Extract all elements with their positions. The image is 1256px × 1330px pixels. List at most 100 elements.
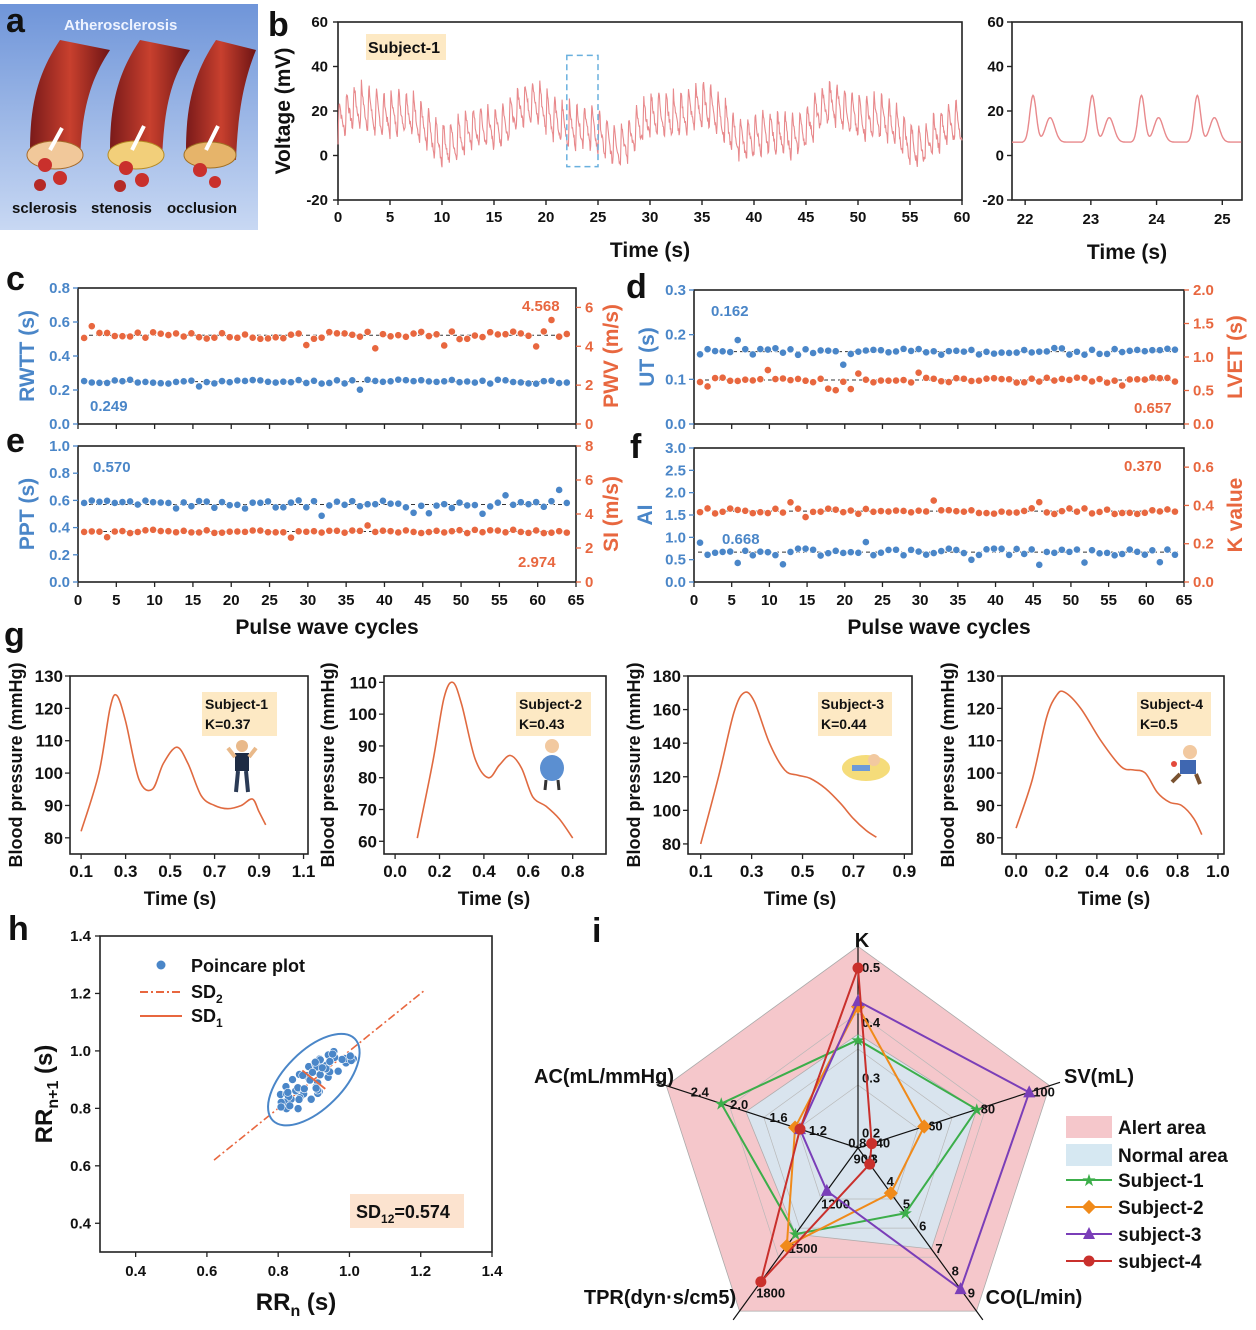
plot-frame <box>99 935 493 1253</box>
zoom-signal-line <box>1012 94 1242 143</box>
x-tick-label: 0.9 <box>893 862 917 881</box>
chart-d: UT (s) LVET (s) 0.0 0.1 0.2 0.3 0.0 0.5 1.0 1.5… <box>636 282 1247 433</box>
data-point-rwtt <box>80 377 89 385</box>
radar-marker-star: ★ <box>898 1204 913 1223</box>
data-point-rwtt <box>470 378 479 387</box>
data-point-ai <box>922 550 931 559</box>
data-point-k-value <box>959 507 968 516</box>
x-tick-label: 50 <box>1063 592 1080 609</box>
subject-label-box <box>818 692 892 736</box>
chart-f: AI K value Pulse wave cycles 0 5 10 15 20 25 3… <box>634 440 1247 639</box>
data-point-ppt <box>241 504 249 513</box>
data-point-lvet <box>839 377 848 386</box>
legend-marker-diamond <box>1081 1199 1097 1215</box>
y-tick-label-left: 0.5 <box>665 552 686 569</box>
legend-label-sd1: SD1 <box>191 1006 223 1030</box>
data-point-ai <box>763 548 772 557</box>
data-point-pwv <box>156 329 165 338</box>
data-point-k-value <box>1035 498 1044 507</box>
data-point-rwtt <box>440 377 449 386</box>
data-point-si <box>264 528 272 537</box>
radar-series-line <box>759 967 873 1283</box>
data-point-lvet <box>959 374 968 383</box>
panel-letter-g: g <box>4 616 25 654</box>
data-point-pwv <box>509 327 518 336</box>
data-point-ppt <box>333 497 341 506</box>
y-axis-label: Blood pressure (mmHg) <box>624 662 644 867</box>
data-point-rwtt <box>187 376 196 385</box>
x-tick-label: 35 <box>694 209 711 226</box>
data-point-ut <box>944 347 953 356</box>
data-point-lvet <box>975 376 983 385</box>
x-tick-label: 60 <box>954 209 971 226</box>
x-tick-label: 0.8 <box>1166 862 1190 881</box>
x-tick-label: 50 <box>850 209 867 226</box>
legend-marker-triangle <box>1083 1227 1095 1239</box>
data-point-ai <box>733 559 742 567</box>
sd12-annotation: SD12=0.574 <box>356 1202 450 1226</box>
data-point-k-value <box>1020 507 1029 515</box>
x-tick-label: 0.5 <box>158 862 182 881</box>
data-point-ai <box>1103 548 1112 557</box>
diabetic-person-icon <box>1170 745 1202 785</box>
data-point-ppt <box>440 500 449 509</box>
data-point-si <box>440 528 449 537</box>
panel-a: Atherosclerosis sclerosis stenosis occlu… <box>0 2 258 230</box>
data-point-lvet <box>944 378 953 386</box>
data-point-ai <box>779 560 787 569</box>
data-point-ppt <box>478 509 487 518</box>
panel-letter-f: f <box>630 428 642 466</box>
data-point-rwtt <box>133 378 142 387</box>
radar-tick-label: 7 <box>935 1241 942 1256</box>
data-point-ppt <box>133 500 142 509</box>
value-label-rwtt: 0.249 <box>90 398 128 415</box>
data-point-k-value <box>907 508 916 517</box>
y-tick-label-right: 4 <box>585 506 594 523</box>
data-point-rwtt <box>141 377 150 386</box>
data-point-rwtt <box>562 378 571 387</box>
data-point-lvet <box>726 376 735 385</box>
plot-frame <box>687 675 913 855</box>
data-point-pwv <box>539 327 548 336</box>
data-point-rwtt <box>225 378 234 387</box>
plot-frame <box>1011 21 1243 201</box>
data-point-pwv <box>409 329 418 338</box>
data-point-si <box>149 525 157 534</box>
radar-tick-label: 1.6 <box>770 1110 788 1125</box>
y-tick-label-left: 0.2 <box>49 382 70 399</box>
legend-label-subject-1: Subject-1 <box>1118 1171 1204 1192</box>
radar-marker-circle <box>864 1158 876 1170</box>
y-tick-label-right: 0.4 <box>1193 497 1215 514</box>
data-point-ut <box>831 347 840 356</box>
radar-axis-label: CO(L/min) <box>986 1287 1083 1309</box>
data-point-pwv <box>118 332 127 341</box>
x-tick-label: 0 <box>334 209 342 226</box>
data-point-k-value <box>771 504 780 513</box>
data-point-ppt <box>287 498 295 507</box>
data-point-pwv <box>187 329 196 338</box>
data-point-ut <box>771 344 780 353</box>
x-tick-label: 0.4 <box>1085 862 1109 881</box>
data-point-rwtt <box>271 378 280 387</box>
data-point-ai <box>839 549 848 557</box>
data-point-ut <box>952 346 961 355</box>
poincare-point <box>310 1057 320 1067</box>
data-point-lvet <box>816 374 825 383</box>
data-point-lvet <box>1088 377 1096 386</box>
data-point-ut <box>1118 348 1127 356</box>
x-tick-label: 0.7 <box>203 862 227 881</box>
y-axis-label-left: PPT (s) <box>16 478 39 550</box>
data-point-ut <box>779 348 787 357</box>
data-point-ppt <box>325 501 334 510</box>
data-point-ai <box>952 546 961 554</box>
data-point-pwv <box>103 329 112 337</box>
data-point-ai <box>944 544 953 553</box>
data-point-ai <box>1057 545 1066 554</box>
radar-tick-label: 1.2 <box>809 1123 827 1138</box>
data-point-k-value <box>711 509 720 518</box>
data-point-lvet <box>884 376 893 385</box>
data-point-lvet <box>1020 378 1029 387</box>
y-tick-label: 90 <box>44 796 63 815</box>
sd1-line <box>301 1069 326 1090</box>
data-point-pwv <box>417 327 426 336</box>
